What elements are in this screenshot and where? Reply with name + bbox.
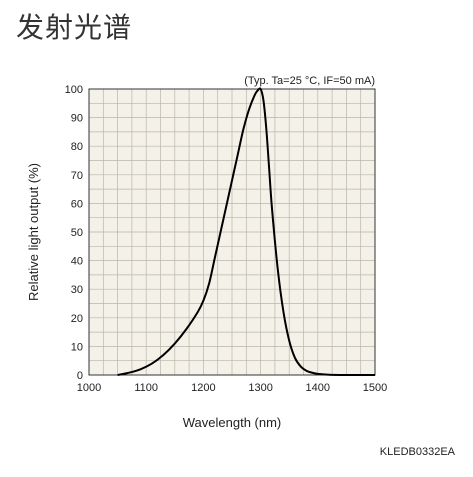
reference-code: KLEDB0332EA: [379, 446, 455, 458]
x-tick-label: 1300: [248, 382, 272, 394]
y-tick-label: 50: [71, 227, 83, 239]
x-tick-label: 1200: [191, 382, 215, 394]
y-tick-label: 40: [71, 256, 83, 268]
y-axis-label: Relative light output (%): [26, 163, 41, 301]
y-tick-label: 80: [71, 141, 83, 153]
grid: [88, 88, 376, 376]
y-tick-label: 70: [71, 170, 83, 182]
y-tick-label: 30: [71, 284, 83, 296]
y-tick-label: 20: [71, 313, 83, 325]
y-tick-label: 10: [71, 341, 83, 353]
x-axis-label: Wavelength (nm): [183, 415, 282, 430]
series-line: [117, 87, 375, 377]
x-tick-label: 1400: [306, 382, 330, 394]
x-tick-label: 1000: [77, 382, 101, 394]
condition-note: (Typ. Ta=25 °C, IF=50 mA): [244, 75, 375, 87]
y-tick-label: 100: [65, 84, 83, 96]
x-tick-label: 1100: [134, 382, 158, 394]
x-tick-label: 1500: [363, 382, 387, 394]
y-tick-label: 0: [77, 370, 83, 382]
series-layer: [117, 87, 375, 377]
axes: 1000 1100 1200 1300 1400 1500 0 10 20 30 40 50 60 70 8…: [65, 84, 388, 394]
y-tick-label: 90: [71, 113, 83, 125]
y-tick-label: 60: [71, 198, 83, 210]
plot-frame: [88, 88, 376, 376]
page-title: 发射光谱: [16, 11, 133, 44]
